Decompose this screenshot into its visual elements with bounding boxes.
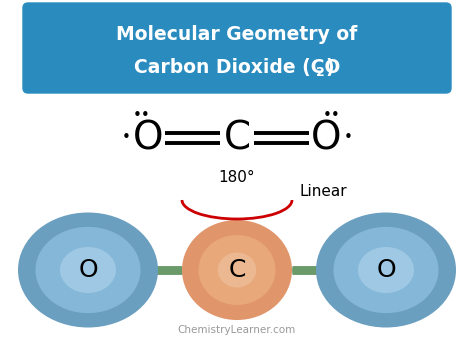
Text: Linear: Linear <box>300 185 347 200</box>
Ellipse shape <box>199 235 275 305</box>
Ellipse shape <box>334 227 438 313</box>
Text: 180°: 180° <box>219 170 255 186</box>
Ellipse shape <box>316 212 456 327</box>
Text: 2: 2 <box>316 67 325 80</box>
Text: ••: •• <box>323 107 341 122</box>
Text: ••: •• <box>133 107 151 122</box>
Text: •: • <box>344 131 353 146</box>
Text: •: • <box>121 131 130 146</box>
Text: ChemistryLearner.com: ChemistryLearner.com <box>178 325 296 335</box>
Ellipse shape <box>36 227 140 313</box>
Text: O: O <box>311 119 341 157</box>
Text: ): ) <box>325 58 334 78</box>
Text: C: C <box>223 119 251 157</box>
Text: Molecular Geometry of: Molecular Geometry of <box>117 26 357 45</box>
Ellipse shape <box>18 212 158 327</box>
Text: O: O <box>78 258 98 282</box>
Ellipse shape <box>182 220 292 320</box>
Text: C: C <box>228 258 246 282</box>
Ellipse shape <box>60 247 116 293</box>
Text: O: O <box>376 258 396 282</box>
FancyBboxPatch shape <box>23 3 451 93</box>
Text: O: O <box>133 119 163 157</box>
Ellipse shape <box>358 247 414 293</box>
Text: Carbon Dioxide (CO: Carbon Dioxide (CO <box>134 58 340 78</box>
Ellipse shape <box>218 253 256 288</box>
